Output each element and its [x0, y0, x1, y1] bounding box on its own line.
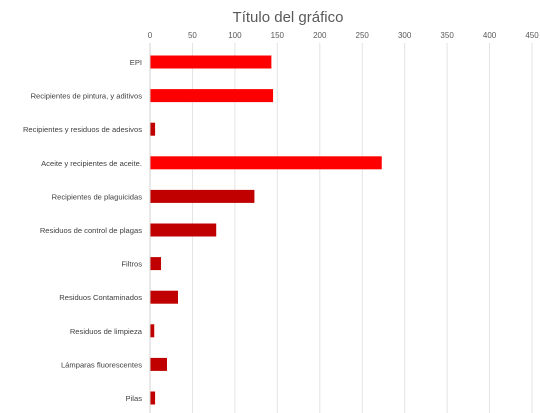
- category-label: Residuos de control de plagas: [40, 226, 142, 235]
- bar: [150, 122, 156, 136]
- bar: [150, 391, 156, 405]
- bar: [150, 223, 217, 237]
- bar: [150, 89, 274, 103]
- x-tick-label: 400: [483, 31, 497, 40]
- category-label: Pilas: [126, 394, 143, 403]
- category-label: Residuos Contaminados: [59, 293, 142, 302]
- bar: [150, 357, 167, 371]
- x-tick-label: 300: [398, 31, 412, 40]
- category-labels: EPI Recipientes de pintura, y aditivos Rec…: [23, 58, 143, 403]
- bar: [150, 156, 382, 170]
- category-label: Recipientes de pintura, y aditivos: [31, 92, 143, 101]
- category-label: Lámparas fluorescentes: [61, 360, 142, 369]
- chart-title: Título del gráfico: [233, 9, 344, 26]
- bar: [150, 257, 162, 271]
- x-tick-label: 200: [313, 31, 327, 40]
- category-label: Recipientes de plaguicidas: [52, 192, 143, 201]
- gridlines: [191, 43, 533, 413]
- bar: [150, 290, 179, 304]
- bar: [150, 324, 155, 338]
- x-axis-ticks: 0 50 100 150 200 250 300 350 400 450: [148, 31, 539, 40]
- bars: [150, 55, 382, 405]
- bar: [150, 55, 272, 69]
- x-tick-label: 100: [228, 31, 242, 40]
- category-label: Residuos de limpieza: [70, 327, 143, 336]
- x-tick-label: 50: [188, 31, 197, 40]
- category-label: EPI: [130, 58, 142, 67]
- x-tick-label: 250: [356, 31, 370, 40]
- category-label: Filtros: [121, 260, 142, 269]
- x-tick-label: 150: [271, 31, 285, 40]
- x-tick-label: 0: [148, 31, 153, 40]
- category-label: Aceite y recipientes de aceite.: [41, 159, 142, 168]
- bar: [150, 189, 255, 203]
- x-tick-label: 450: [525, 31, 539, 40]
- x-tick-label: 350: [440, 31, 454, 40]
- category-label: Recipientes y residuos de adesivos: [23, 125, 142, 134]
